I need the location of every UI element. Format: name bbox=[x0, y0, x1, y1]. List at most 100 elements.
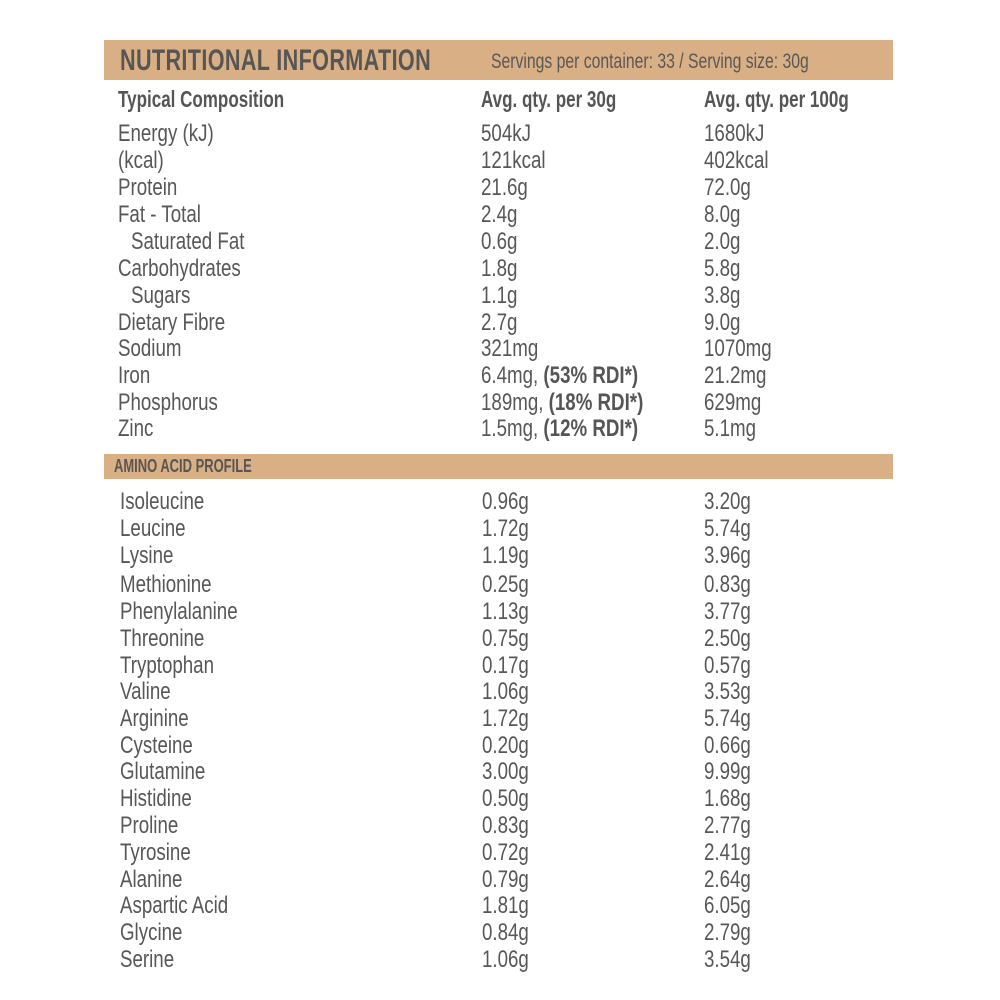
amino-per-100g: 9.99g bbox=[704, 758, 751, 785]
value: 21.6g bbox=[481, 174, 528, 201]
amino-acid-name: Isoleucine bbox=[120, 488, 205, 515]
nutrient-name: Zinc bbox=[118, 415, 154, 442]
amino-per-30g: 0.50g bbox=[482, 785, 529, 812]
amino-per-30g: 0.17g bbox=[482, 652, 529, 679]
table-row: Leucine 1.72g 5.74g bbox=[0, 515, 1000, 542]
nutrient-name: Sugars bbox=[131, 282, 191, 309]
amino-per-30g: 1.72g bbox=[482, 515, 529, 542]
amino-acid-name: Phenylalanine bbox=[120, 598, 238, 625]
nutrient-per-100g: 2.0g bbox=[704, 228, 741, 255]
amino-per-30g: 1.06g bbox=[482, 946, 529, 973]
table-row: Isoleucine 0.96g 3.20g bbox=[0, 488, 1000, 515]
table-row: Alanine 0.79g 2.64g bbox=[0, 866, 1000, 893]
nutrient-per-30g: 0.6g bbox=[481, 228, 517, 255]
amino-per-100g: 2.79g bbox=[704, 919, 751, 946]
value: 321mg bbox=[481, 335, 539, 362]
amino-per-30g: 1.19g bbox=[482, 542, 529, 569]
nutrient-name: (kcal) bbox=[118, 147, 164, 174]
nutrient-per-100g: 5.8g bbox=[704, 255, 741, 282]
nutrition-header-band: NUTRITIONAL INFORMATION Servings per con… bbox=[104, 40, 893, 80]
nutrient-per-30g: 1.8g bbox=[481, 255, 517, 282]
amino-per-30g: 0.96g bbox=[482, 488, 529, 515]
nutrient-per-100g: 629mg bbox=[704, 389, 762, 416]
amino-per-30g: 1.72g bbox=[482, 705, 529, 732]
table-row: Sugars 1.1g 3.8g bbox=[0, 282, 1000, 309]
table-row: Sodium 321mg 1070mg bbox=[0, 335, 1000, 362]
nutrient-per-30g: 1.1g bbox=[481, 282, 517, 309]
column-header-per-100g: Avg. qty. per 100g bbox=[704, 86, 849, 112]
amino-per-100g: 2.50g bbox=[704, 625, 751, 652]
amino-acid-name: Leucine bbox=[120, 515, 186, 542]
table-row: Carbohydrates 1.8g 5.8g bbox=[0, 255, 1000, 282]
value: 1.5mg, bbox=[481, 415, 544, 442]
amino-per-100g: 0.83g bbox=[704, 571, 751, 598]
amino-per-30g: 0.72g bbox=[482, 839, 529, 866]
amino-acid-name: Methionine bbox=[120, 571, 212, 598]
amino-acid-band: AMINO ACID PROFILE bbox=[104, 454, 893, 479]
amino-acid-name: Alanine bbox=[120, 866, 183, 893]
amino-per-100g: 0.66g bbox=[704, 732, 751, 759]
amino-per-100g: 6.05g bbox=[704, 892, 751, 919]
amino-per-30g: 0.84g bbox=[482, 919, 529, 946]
table-row: Histidine 0.50g 1.68g bbox=[0, 785, 1000, 812]
amino-per-30g: 1.81g bbox=[482, 892, 529, 919]
amino-per-100g: 2.64g bbox=[704, 866, 751, 893]
rdi-percent: (53% RDI*) bbox=[543, 362, 639, 389]
value: 0.6g bbox=[481, 228, 518, 255]
nutrient-per-100g: 402kcal bbox=[704, 147, 769, 174]
amino-acid-name: Histidine bbox=[120, 785, 192, 812]
nutrient-per-100g: 72.0g bbox=[704, 174, 751, 201]
nutrient-per-30g: 321mg bbox=[481, 335, 538, 362]
amino-per-100g: 5.74g bbox=[704, 515, 751, 542]
amino-per-100g: 1.68g bbox=[704, 785, 751, 812]
table-row: Dietary Fibre 2.7g 9.0g bbox=[0, 309, 1000, 336]
nutrient-per-30g: 2.7g bbox=[481, 309, 517, 336]
amino-per-100g: 3.53g bbox=[704, 678, 751, 705]
amino-acid-name: Proline bbox=[120, 812, 179, 839]
nutrient-per-100g: 1070mg bbox=[704, 335, 772, 362]
table-row: Valine 1.06g 3.53g bbox=[0, 678, 1000, 705]
table-row: Phosphorus 189mg, (18% RDI*) 629mg bbox=[0, 389, 1000, 416]
amino-per-30g: 0.25g bbox=[482, 571, 529, 598]
value: 189mg, bbox=[481, 389, 549, 416]
amino-per-30g: 1.13g bbox=[482, 598, 529, 625]
table-row: Phenylalanine 1.13g 3.77g bbox=[0, 598, 1000, 625]
table-row: Iron 6.4mg, (53% RDI*) 21.2mg bbox=[0, 362, 1000, 389]
amino-per-100g: 3.77g bbox=[704, 598, 751, 625]
nutrient-name: Dietary Fibre bbox=[118, 309, 226, 336]
nutrient-per-30g: 189mg, (18% RDI*) bbox=[481, 389, 643, 416]
nutrient-name: Saturated Fat bbox=[131, 228, 245, 255]
value: 2.7g bbox=[481, 309, 518, 336]
table-row: Aspartic Acid 1.81g 6.05g bbox=[0, 892, 1000, 919]
rdi-percent: (18% RDI*) bbox=[548, 389, 644, 416]
table-row: Energy (kJ) 504kJ 1680kJ bbox=[0, 120, 1000, 147]
amino-acid-name: Arginine bbox=[120, 705, 189, 732]
table-row: Proline 0.83g 2.77g bbox=[0, 812, 1000, 839]
amino-per-100g: 2.41g bbox=[704, 839, 751, 866]
table-row: Serine 1.06g 3.54g bbox=[0, 946, 1000, 973]
table-row: Glycine 0.84g 2.79g bbox=[0, 919, 1000, 946]
value: 6.4mg, bbox=[481, 362, 544, 389]
amino-acid-name: Glycine bbox=[120, 919, 183, 946]
nutrient-per-100g: 21.2mg bbox=[704, 362, 767, 389]
amino-per-30g: 0.79g bbox=[482, 866, 529, 893]
amino-acid-name: Aspartic Acid bbox=[120, 892, 229, 919]
nutrient-name: Sodium bbox=[118, 335, 182, 362]
amino-acid-name: Threonine bbox=[120, 625, 205, 652]
amino-per-100g: 3.96g bbox=[704, 542, 751, 569]
value: 1.1g bbox=[481, 282, 518, 309]
amino-acid-title: AMINO ACID PROFILE bbox=[114, 456, 252, 476]
amino-per-30g: 0.83g bbox=[482, 812, 529, 839]
amino-acid-name: Valine bbox=[120, 678, 171, 705]
amino-acid-name: Glutamine bbox=[120, 758, 206, 785]
amino-per-30g: 0.75g bbox=[482, 625, 529, 652]
nutrient-per-100g: 3.8g bbox=[704, 282, 741, 309]
amino-per-30g: 3.00g bbox=[482, 758, 529, 785]
rdi-percent: (12% RDI*) bbox=[543, 415, 639, 442]
amino-acid-name: Tyrosine bbox=[120, 839, 191, 866]
value: 1.8g bbox=[481, 255, 518, 282]
nutrient-name: Carbohydrates bbox=[118, 255, 241, 282]
value: 2.4g bbox=[481, 201, 518, 228]
table-row: Threonine 0.75g 2.50g bbox=[0, 625, 1000, 652]
table-row: Arginine 1.72g 5.74g bbox=[0, 705, 1000, 732]
